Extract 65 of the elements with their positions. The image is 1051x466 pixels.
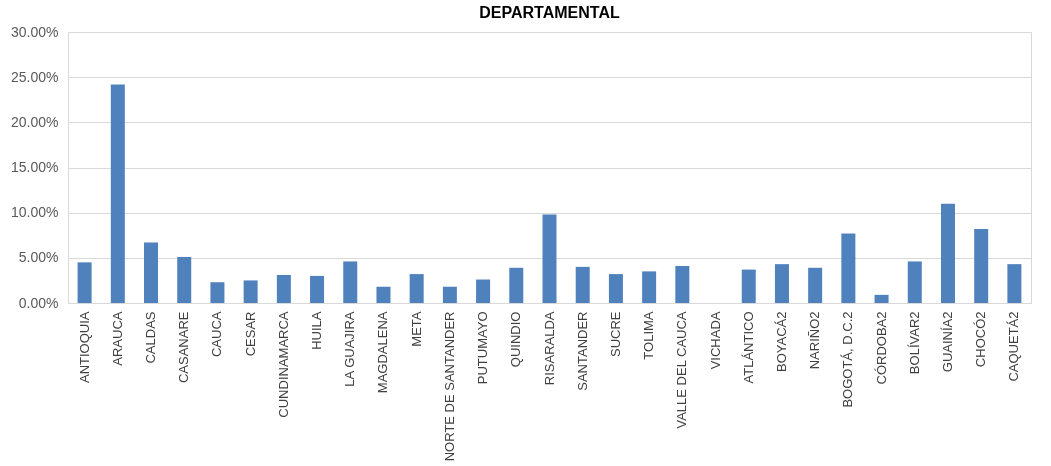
bar xyxy=(675,265,690,303)
bar xyxy=(542,214,557,303)
x-tick-label: CASANARE xyxy=(176,311,192,384)
x-tick-label: CAQUETÁ2 xyxy=(1006,311,1022,382)
y-tick-label: 5.00% xyxy=(18,249,59,266)
y-tick-label: 30.00% xyxy=(11,23,59,40)
y-tick-label: 15.00% xyxy=(11,159,59,175)
bar xyxy=(608,274,623,303)
x-tick-label: CHOCÓ2 xyxy=(973,311,989,368)
bar xyxy=(77,262,92,303)
bar xyxy=(144,242,159,303)
x-tick-label: VALLE DEL CAUCA xyxy=(674,311,690,429)
x-tick-label: BOLÍVAR2 xyxy=(906,311,922,375)
x-tick-label: ATLÁNTICO xyxy=(740,311,756,384)
x-tick-label: BOGOTÁ, D.C.2 xyxy=(840,311,856,408)
x-tick-label: TOLIMA xyxy=(641,311,657,360)
x-tick-label: SUCRE xyxy=(607,311,623,358)
bar xyxy=(442,286,457,303)
bar xyxy=(409,274,424,303)
x-tick-label: RISARALDA xyxy=(541,311,557,386)
bar xyxy=(575,266,590,303)
bar xyxy=(1007,264,1022,303)
bar xyxy=(907,261,922,303)
x-tick-label: PUTUMAYO xyxy=(475,311,491,385)
bar xyxy=(310,275,325,303)
x-tick-label: NORTE DE SANTANDER xyxy=(441,311,457,462)
bar xyxy=(741,269,756,303)
chart-title: DEPARTAMENTAL xyxy=(479,4,620,21)
bar xyxy=(177,256,192,303)
x-tick-label: VICHADA xyxy=(707,311,723,370)
x-tick-label: LA GUAJIRA xyxy=(342,311,358,387)
y-tick-label: 25.00% xyxy=(11,68,59,85)
bar xyxy=(808,267,823,303)
x-tick-label: CÓRDOBA2 xyxy=(873,311,889,385)
x-tick-label: META xyxy=(408,311,424,347)
x-tick-label: BOYACÁ2 xyxy=(773,311,789,372)
bar xyxy=(210,282,225,303)
x-tick-label: ANTIOQUIA xyxy=(76,311,92,384)
bar xyxy=(376,286,391,303)
x-tick-label: HUILA xyxy=(309,311,325,350)
x-tick-label: CAUCA xyxy=(209,311,225,358)
x-tick-label: NARIÑO2 xyxy=(807,311,823,370)
x-tick-label: CESAR xyxy=(242,311,258,357)
y-tick-label: 0.00% xyxy=(18,294,59,311)
bar xyxy=(974,228,989,303)
x-tick-label: QUINDIO xyxy=(508,311,524,368)
bar xyxy=(343,261,358,303)
bar xyxy=(774,264,789,303)
bar xyxy=(243,280,258,303)
y-tick-label: 10.00% xyxy=(11,204,59,221)
x-tick-label: MAGDALENA xyxy=(375,311,391,394)
y-tick-label: 20.00% xyxy=(11,113,59,130)
bar xyxy=(276,275,291,303)
x-tick-label: ARAUCA xyxy=(109,311,125,366)
x-tick-label: SANTANDER xyxy=(574,311,590,391)
bar xyxy=(642,271,657,303)
x-tick-label: CALDAS xyxy=(143,311,159,364)
x-tick-label: GUAINÍA2 xyxy=(939,311,955,373)
bar xyxy=(509,267,524,303)
bar xyxy=(110,84,125,303)
bar xyxy=(940,203,955,303)
bar xyxy=(874,294,889,303)
bar xyxy=(476,279,491,303)
bar xyxy=(841,233,856,303)
x-tick-label: CUNDINAMARCA xyxy=(275,311,291,418)
